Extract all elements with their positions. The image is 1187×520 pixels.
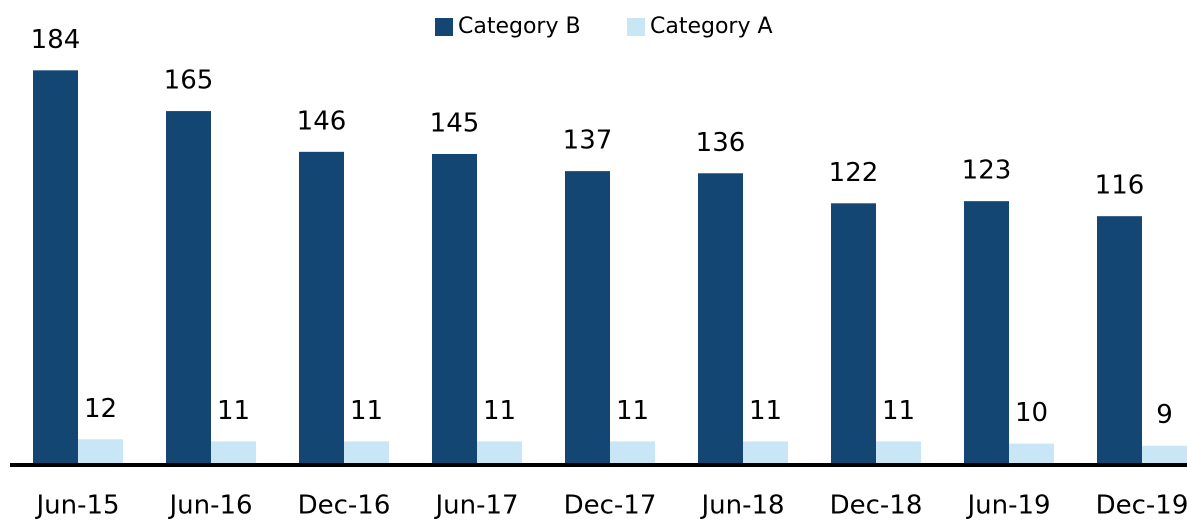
data-label: 11 [217,396,250,426]
data-label: 136 [696,128,746,158]
bar [33,70,78,465]
data-label: 11 [749,396,782,426]
data-label: 11 [882,396,915,426]
bar [876,441,921,465]
bar [1009,443,1054,465]
legend-label: Category B [458,14,581,39]
x-tick-label: Jun-17 [433,491,518,520]
bar [743,441,788,465]
legend-label: Category A [650,14,773,39]
bar [344,441,389,465]
bar [299,151,344,465]
data-label: 9 [1156,400,1173,430]
data-label: 146 [297,106,347,136]
legend-swatch [435,18,453,36]
x-tick-label: Dec-17 [564,491,657,520]
bar [610,441,655,465]
data-label: 122 [829,158,879,188]
bar [78,439,123,465]
x-tick-label: Dec-18 [830,491,923,520]
data-label: 145 [430,108,480,138]
bar [698,173,743,465]
bar [565,171,610,465]
x-tick-label: Jun-18 [699,491,784,520]
x-tick-label: Dec-19 [1096,491,1187,520]
bar [211,441,256,465]
data-label: 123 [962,156,1012,186]
bar [477,441,522,465]
legend-swatch [627,18,645,36]
data-label: 11 [350,396,383,426]
bar [166,111,211,465]
x-tick-label: Jun-19 [965,491,1050,520]
bar [831,203,876,465]
data-label: 116 [1095,171,1145,201]
bar [1097,216,1142,465]
x-tick-label: Jun-15 [34,491,119,520]
data-label: 165 [164,66,214,96]
data-label: 137 [563,126,613,156]
data-label: 11 [483,396,516,426]
x-tick-label: Jun-16 [167,491,252,520]
data-label: 12 [84,394,117,424]
data-label: 10 [1015,398,1048,428]
bar [432,153,477,465]
x-tick-label: Dec-16 [298,491,391,520]
bar [1142,445,1187,465]
bar [964,201,1009,466]
data-label: 184 [31,25,81,55]
data-label: 11 [616,396,649,426]
